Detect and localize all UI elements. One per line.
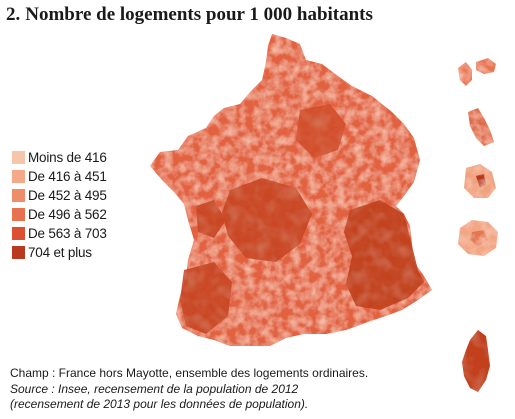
title-text: Nombre de logements pour 1 000 habitants <box>25 4 373 25</box>
region-guadeloupe <box>458 58 496 86</box>
legend-swatch <box>12 189 25 202</box>
legend-label: De 416 à 451 <box>28 169 107 184</box>
legend: Moins de 416 De 416 à 451 De 452 à 495 D… <box>12 148 107 262</box>
scope-note: Champ : France hors Mayotte, ensemble de… <box>10 366 369 380</box>
legend-label: De 452 à 495 <box>28 188 107 203</box>
legend-swatch <box>12 151 25 164</box>
legend-item: 704 et plus <box>12 243 107 262</box>
region-reunion <box>458 220 498 256</box>
legend-label: 704 et plus <box>28 245 92 260</box>
legend-item: De 563 à 703 <box>12 224 107 243</box>
legend-item: Moins de 416 <box>12 148 107 167</box>
footnotes: Champ : France hors Mayotte, ensemble de… <box>10 366 368 413</box>
region-guyane <box>464 164 496 198</box>
legend-swatch <box>12 208 25 221</box>
region-france-dark-areas <box>180 104 424 334</box>
legend-label: De 563 à 703 <box>28 226 107 241</box>
legend-label: De 496 à 562 <box>28 207 107 222</box>
legend-swatch <box>12 170 25 183</box>
source-note: Source : Insee, recensement de la popula… <box>10 382 368 398</box>
legend-swatch <box>12 227 25 240</box>
legend-item: De 416 à 451 <box>12 167 107 186</box>
title-number: 2. <box>6 4 21 25</box>
map-title: 2. Nombre de logements pour 1 000 habitan… <box>6 3 373 27</box>
legend-item: De 452 à 495 <box>12 186 107 205</box>
region-corse <box>462 330 490 392</box>
legend-label: Moins de 416 <box>28 150 107 165</box>
source-paren-note: (recensement de 2013 pour les données de… <box>10 397 309 411</box>
source-text: Insee, recensement de la population de 2… <box>58 381 299 396</box>
region-martinique <box>468 108 494 146</box>
source-lead: Source : <box>10 381 55 396</box>
legend-item: De 496 à 562 <box>12 205 107 224</box>
legend-swatch <box>12 246 25 259</box>
